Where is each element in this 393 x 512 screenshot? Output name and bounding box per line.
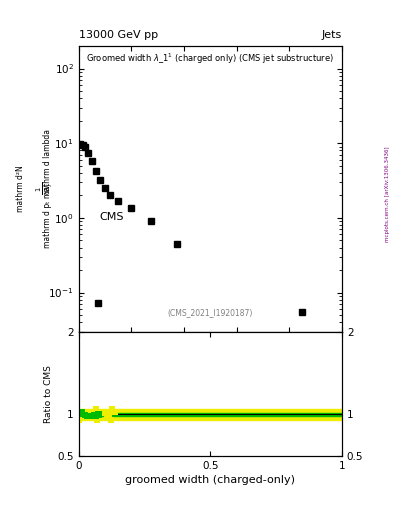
Point bbox=[88, 412, 94, 420]
Point bbox=[108, 404, 115, 413]
Text: $\frac{1}{\mathrm{d}N_J}$: $\frac{1}{\mathrm{d}N_J}$ bbox=[34, 182, 55, 196]
Point bbox=[112, 408, 118, 416]
Point bbox=[108, 416, 114, 424]
Point bbox=[94, 416, 100, 424]
Point bbox=[82, 411, 88, 419]
Point bbox=[92, 413, 98, 421]
Point bbox=[105, 411, 111, 419]
Point bbox=[106, 410, 112, 418]
Point bbox=[75, 416, 82, 424]
Text: (CMS_2021_I1920187): (CMS_2021_I1920187) bbox=[167, 308, 253, 317]
Point bbox=[84, 412, 90, 420]
Text: mcplots.cern.ch [arXiv:1306.3436]: mcplots.cern.ch [arXiv:1306.3436] bbox=[385, 147, 390, 242]
Point bbox=[86, 410, 92, 418]
Point bbox=[75, 410, 82, 418]
Bar bbox=[79, 413, 342, 416]
Y-axis label: Ratio to CMS: Ratio to CMS bbox=[44, 365, 53, 422]
Point bbox=[99, 409, 105, 417]
Bar bbox=[79, 409, 342, 420]
Point bbox=[96, 410, 103, 418]
X-axis label: groomed width (charged-only): groomed width (charged-only) bbox=[125, 475, 295, 485]
Point bbox=[104, 414, 110, 422]
Point bbox=[86, 409, 93, 417]
Point bbox=[93, 412, 99, 420]
Point bbox=[86, 409, 93, 417]
Text: Jets: Jets bbox=[321, 30, 342, 40]
Point bbox=[91, 411, 97, 419]
Point bbox=[79, 409, 85, 417]
Point bbox=[93, 406, 99, 414]
Point bbox=[84, 414, 90, 422]
Text: 13000 GeV pp: 13000 GeV pp bbox=[79, 30, 158, 40]
Point bbox=[85, 410, 91, 418]
Text: CMS: CMS bbox=[100, 211, 124, 222]
Point bbox=[95, 411, 102, 419]
Point bbox=[105, 414, 111, 422]
Point bbox=[95, 410, 101, 418]
Point bbox=[96, 414, 102, 422]
Text: mathrm d²N

mathrm d pₜ mathrm d lambda: mathrm d²N mathrm d pₜ mathrm d lambda bbox=[16, 130, 51, 248]
Text: Groomed width $\lambda\_1^1$ (charged only) (CMS jet substructure): Groomed width $\lambda\_1^1$ (charged on… bbox=[86, 52, 334, 66]
